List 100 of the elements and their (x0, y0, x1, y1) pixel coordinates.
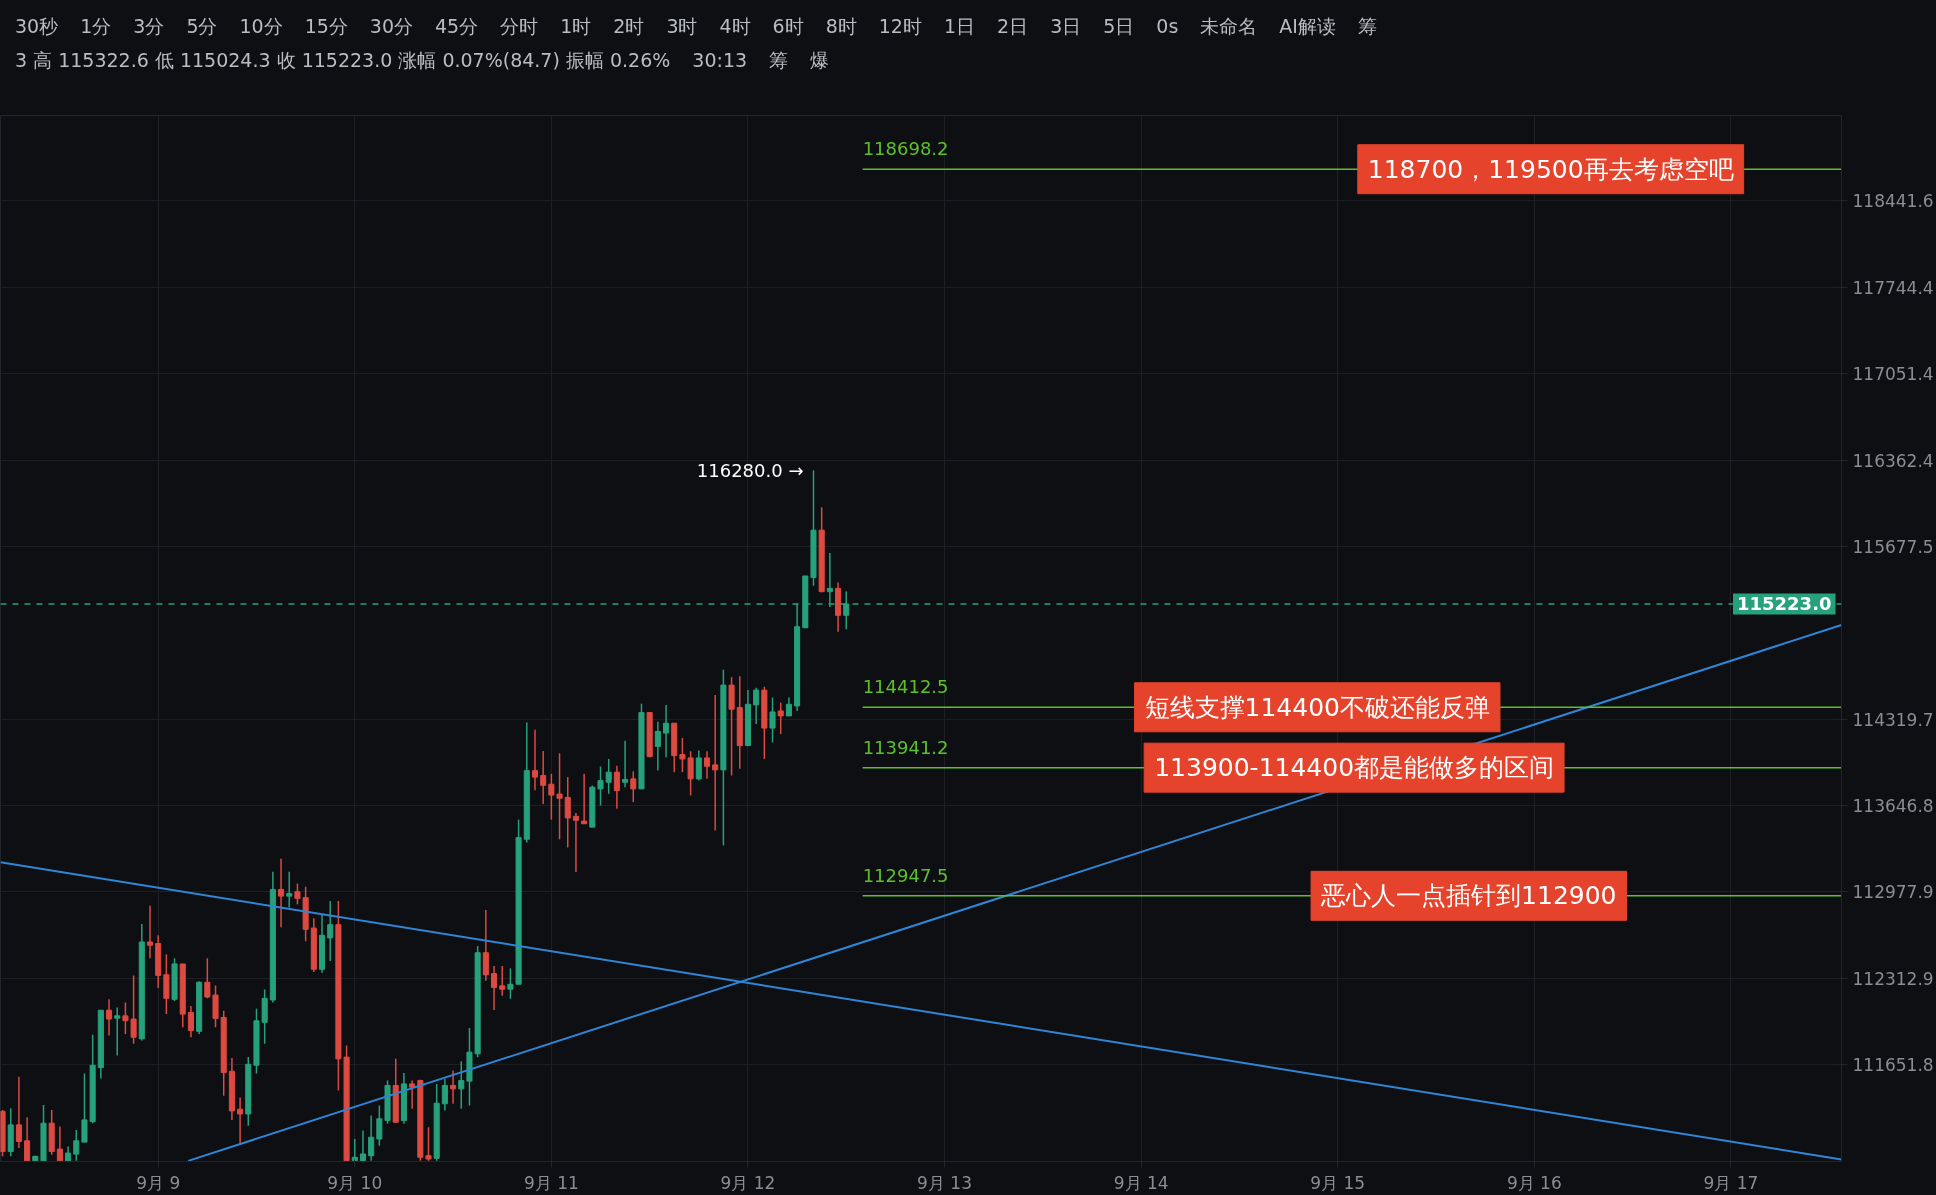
text: 1分 (80, 14, 112, 39)
text: 3分 (133, 14, 165, 39)
x-tick-label: 9月 11 (523, 1172, 579, 1193)
candlestick (458, 1060, 465, 1110)
candlestick (712, 694, 719, 832)
candlestick (146, 905, 154, 960)
candlestick (581, 773, 588, 825)
text: 1时 (560, 14, 592, 39)
candlestick (753, 687, 760, 725)
y-tick-label: 115677.5 (1852, 536, 1934, 557)
text: 30分 (369, 14, 414, 39)
text: 1日 (943, 14, 976, 39)
candlestick (441, 1078, 448, 1112)
text: 爆 (810, 48, 830, 73)
candlestick (540, 750, 547, 805)
y-tick-label: 114319.7 (1852, 709, 1934, 730)
text: 5日 (1103, 14, 1135, 39)
candlestick (482, 909, 489, 982)
candlestick (622, 740, 629, 788)
annotation: 恶心人一点插针到112900 (1320, 881, 1617, 911)
ref-line-label: 113941.2 (862, 736, 949, 758)
x-tick-label: 9月 10 (327, 1172, 383, 1193)
text: 0s (1156, 14, 1179, 39)
y-tick-label: 113646.8 (1852, 796, 1934, 817)
candlestick (327, 900, 334, 962)
y-tick-label: 112977.9 (1852, 882, 1934, 903)
text: 3 高 115322.6 低 115024.3 收 115223.0 涨幅 0.07%(84.7) 振幅 0.26% (15, 48, 671, 73)
candlestick (703, 750, 711, 780)
candlestick (24, 1116, 31, 1162)
candlestick (572, 812, 579, 873)
candlestick (531, 729, 539, 791)
y-tick-label: 116362.4 (1852, 450, 1934, 471)
text: 未命名 (1200, 14, 1258, 39)
candlestick (56, 1125, 63, 1162)
ref-line-label: 112947.5 (862, 864, 949, 886)
candlestick (286, 870, 293, 909)
candlestick (294, 882, 301, 906)
candlestick (777, 701, 784, 735)
candlestick (499, 965, 506, 997)
text: 15分 (304, 14, 348, 39)
y-tick-label: 118441.6 (1852, 191, 1934, 212)
text: 8时 (825, 14, 857, 39)
candlestick (654, 721, 661, 772)
text: 30:13 (692, 48, 748, 73)
x-tick-label: 9月 16 (1506, 1172, 1562, 1193)
candlestick (613, 764, 620, 810)
candlestick (278, 857, 285, 928)
text: 筹 (1357, 14, 1377, 39)
text: 6时 (772, 14, 804, 39)
text: 分时 (500, 14, 539, 39)
candlestick (564, 776, 571, 849)
ref-line-label: 114412.5 (862, 676, 949, 698)
x-tick-label: 9月 12 (720, 1172, 776, 1193)
x-tick-label: 9月 15 (1310, 1172, 1366, 1193)
text: AI解读 (1279, 14, 1336, 39)
text: 2日 (997, 14, 1029, 39)
candlestick (695, 749, 702, 782)
y-tick-label: 111651.8 (1852, 1055, 1934, 1076)
candlestick (368, 1114, 375, 1162)
text: 12时 (878, 14, 922, 39)
candlestick (163, 953, 170, 1015)
candlestick (15, 1076, 22, 1149)
candlestick (359, 1129, 367, 1162)
candlestick (409, 1079, 416, 1110)
candlestick (630, 770, 637, 803)
candlestick (187, 1005, 194, 1038)
text: 3日 (1050, 14, 1082, 39)
x-tick-label: 9月 17 (1703, 1172, 1759, 1193)
annotation: 113900-114400都是能做多的区间 (1154, 753, 1555, 783)
candlestick (450, 1069, 457, 1105)
text: 4时 (719, 14, 751, 39)
annotation: 116280.0 → (696, 459, 804, 481)
y-tick-label: 117051.4 (1852, 364, 1934, 385)
y-tick-label: 117744.4 (1852, 277, 1934, 298)
x-tick-label: 9月 13 (917, 1172, 972, 1193)
text: 筹 (769, 48, 789, 73)
candlestick (425, 1126, 432, 1162)
candlestick (490, 965, 498, 1011)
ref-line-label: 118698.2 (862, 138, 949, 160)
x-tick-label: 9月 9 (136, 1172, 181, 1193)
candlestick (106, 998, 113, 1037)
candlestick (605, 758, 612, 795)
candlestick (73, 1129, 80, 1162)
text: 10分 (239, 14, 283, 39)
text: 2时 (613, 14, 645, 39)
annotation: 短线支撑114400不破还能反弹 (1144, 692, 1490, 722)
text: 3时 (666, 14, 698, 39)
candlestick (114, 1006, 121, 1057)
candlestick (785, 696, 792, 717)
text: 45分 (435, 14, 479, 39)
candlestick (663, 704, 670, 759)
candlestick (507, 967, 514, 1000)
annotation: 118700，119500再去考虑空吧 (1367, 154, 1734, 184)
text: 30秒 (15, 14, 59, 39)
ref-line-label: 115223.0 (1736, 593, 1832, 615)
candlestick (769, 696, 776, 744)
y-tick-label: 112312.9 (1852, 968, 1934, 989)
x-tick-label: 9月 14 (1113, 1172, 1169, 1193)
text: 5分 (186, 14, 218, 39)
candlestick (237, 1096, 244, 1144)
